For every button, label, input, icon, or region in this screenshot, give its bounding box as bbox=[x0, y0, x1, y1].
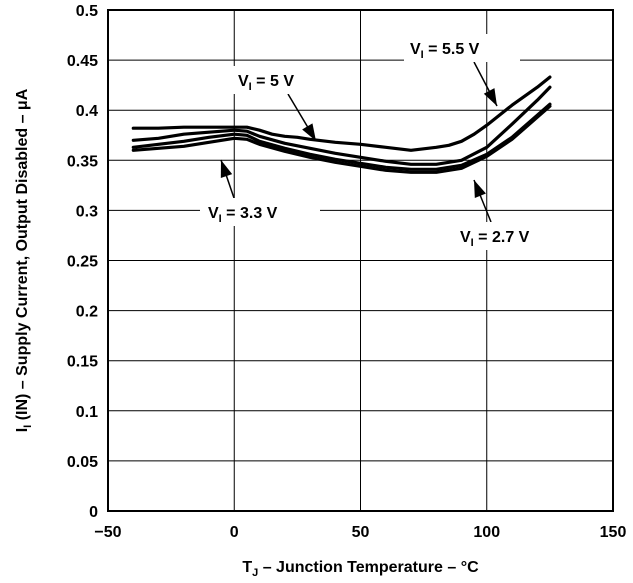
y-tick-label: 0.2 bbox=[76, 304, 98, 321]
x-tick-label: 150 bbox=[600, 524, 627, 541]
annotation-arrowhead bbox=[474, 180, 486, 199]
annotation-label: VI = 3.3 V bbox=[208, 205, 278, 225]
series-line-3 bbox=[131, 102, 552, 171]
annotation-label-subscript: I bbox=[249, 81, 252, 93]
y-tick-label: 0.45 bbox=[67, 53, 98, 70]
series-line-4 bbox=[131, 104, 552, 174]
annotation-label-background bbox=[404, 34, 520, 62]
annotation-label-main: V bbox=[238, 73, 249, 90]
x-tick-label: 50 bbox=[352, 524, 370, 541]
y-tick-label: 0 bbox=[89, 504, 98, 521]
annotation-label-subscript: I bbox=[219, 213, 222, 225]
y-tick-label: 0.1 bbox=[76, 404, 98, 421]
y-tick-label: 0.25 bbox=[67, 254, 98, 271]
annotation-arrowhead bbox=[302, 123, 316, 141]
annotation-label-main: V bbox=[208, 205, 219, 222]
annotation-label-rest: = 5 V bbox=[252, 73, 295, 90]
series-line-2 bbox=[131, 85, 552, 166]
annotation-label-main: V bbox=[410, 41, 421, 58]
x-tick-label: 100 bbox=[473, 524, 500, 541]
x-tick-label: −50 bbox=[94, 524, 121, 541]
annotation-label-rest: = 2.7 V bbox=[474, 229, 530, 246]
annotation-label-main: V bbox=[460, 229, 471, 246]
annotation-arrowhead bbox=[220, 160, 233, 179]
y-tick-label: 0.4 bbox=[76, 103, 98, 120]
y-tick-labels: 0 0.05 0.1 0.15 0.2 0.25 0.3 0.35 0.4 0.45 0.5 bbox=[67, 3, 98, 521]
annotation-label-subscript: I bbox=[421, 49, 424, 61]
x-axis-title-rest: – Junction Temperature – °C bbox=[258, 559, 479, 576]
annotation-label-rest: = 3.3 V bbox=[222, 205, 278, 222]
series-lines bbox=[131, 75, 552, 174]
series-line-1 bbox=[131, 75, 552, 152]
x-axis-title-subscript: J bbox=[252, 567, 258, 579]
x-axis-title: TJ – Junction Temperature – °C bbox=[242, 559, 479, 579]
y-tick-label: 0.15 bbox=[67, 354, 98, 371]
x-axis-title-main: T bbox=[242, 559, 252, 576]
x-tick-label: 0 bbox=[230, 524, 239, 541]
y-axis-title-rest: (IN) – Supply Current, Output Disabled –… bbox=[14, 88, 31, 424]
y-tick-label: 0.3 bbox=[76, 203, 98, 220]
y-axis-title-subscript: I bbox=[22, 425, 34, 428]
grid-lines bbox=[107, 9, 614, 512]
annotation-label-background bbox=[200, 198, 320, 226]
annotation-label: VI = 2.7 V bbox=[460, 229, 530, 249]
y-tick-label: 0.35 bbox=[67, 153, 98, 170]
y-axis-title-main: I bbox=[14, 428, 31, 432]
annotations: VI = 5 VVI = 5.5 VVI = 3.3 VVI = 2.7 V bbox=[200, 34, 563, 250]
annotation-label-background bbox=[455, 222, 563, 250]
annotation-arrowhead bbox=[483, 88, 497, 106]
x-tick-labels: −50 0 50 100 150 bbox=[94, 524, 626, 541]
annotation-label-subscript: I bbox=[471, 237, 474, 249]
y-tick-label: 0.05 bbox=[67, 454, 98, 471]
y-tick-label: 0.5 bbox=[76, 3, 98, 20]
y-axis-title: II (IN) – Supply Current, Output Disable… bbox=[14, 88, 34, 432]
plot-frame bbox=[107, 9, 614, 512]
annotation-label-rest: = 5.5 V bbox=[424, 41, 480, 58]
annotation-label-background bbox=[230, 66, 322, 94]
annotation-label: VI = 5.5 V bbox=[410, 41, 480, 61]
annotation-label: VI = 5 V bbox=[238, 73, 294, 93]
